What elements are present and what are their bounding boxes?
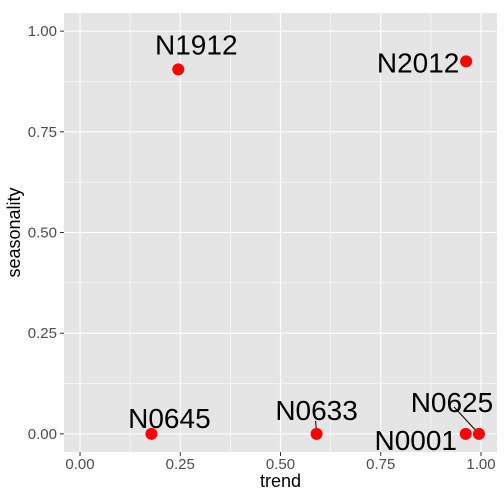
data-point <box>310 427 323 440</box>
x-tick-label: 0.25 <box>166 456 195 473</box>
data-point <box>460 55 473 68</box>
point-label: N0633 <box>275 395 358 426</box>
point-label: N0001 <box>374 425 457 456</box>
label-leader-line <box>453 406 480 435</box>
data-point <box>145 427 158 440</box>
y-tick-label: 0.25 <box>28 325 57 342</box>
point-label: N1912 <box>155 29 238 60</box>
data-point <box>459 427 472 440</box>
y-axis-title: seasonality <box>4 187 24 277</box>
data-point <box>172 63 185 76</box>
point-label: N2012 <box>377 47 460 78</box>
y-tick-label: 0.50 <box>28 225 57 242</box>
y-tick-label: 1.00 <box>28 23 57 40</box>
y-tick-label: 0.75 <box>28 124 57 141</box>
x-tick-label: 0.75 <box>366 456 395 473</box>
point-label: N0645 <box>128 403 211 434</box>
x-tick-label: 1.00 <box>466 456 495 473</box>
x-axis-title: trend <box>260 471 301 491</box>
y-tick-label: 0.00 <box>28 426 57 443</box>
x-tick-label: 0.00 <box>65 456 94 473</box>
data-point <box>472 427 485 440</box>
x-tick-label: 0.50 <box>266 456 295 473</box>
point-label: N0625 <box>411 387 494 418</box>
